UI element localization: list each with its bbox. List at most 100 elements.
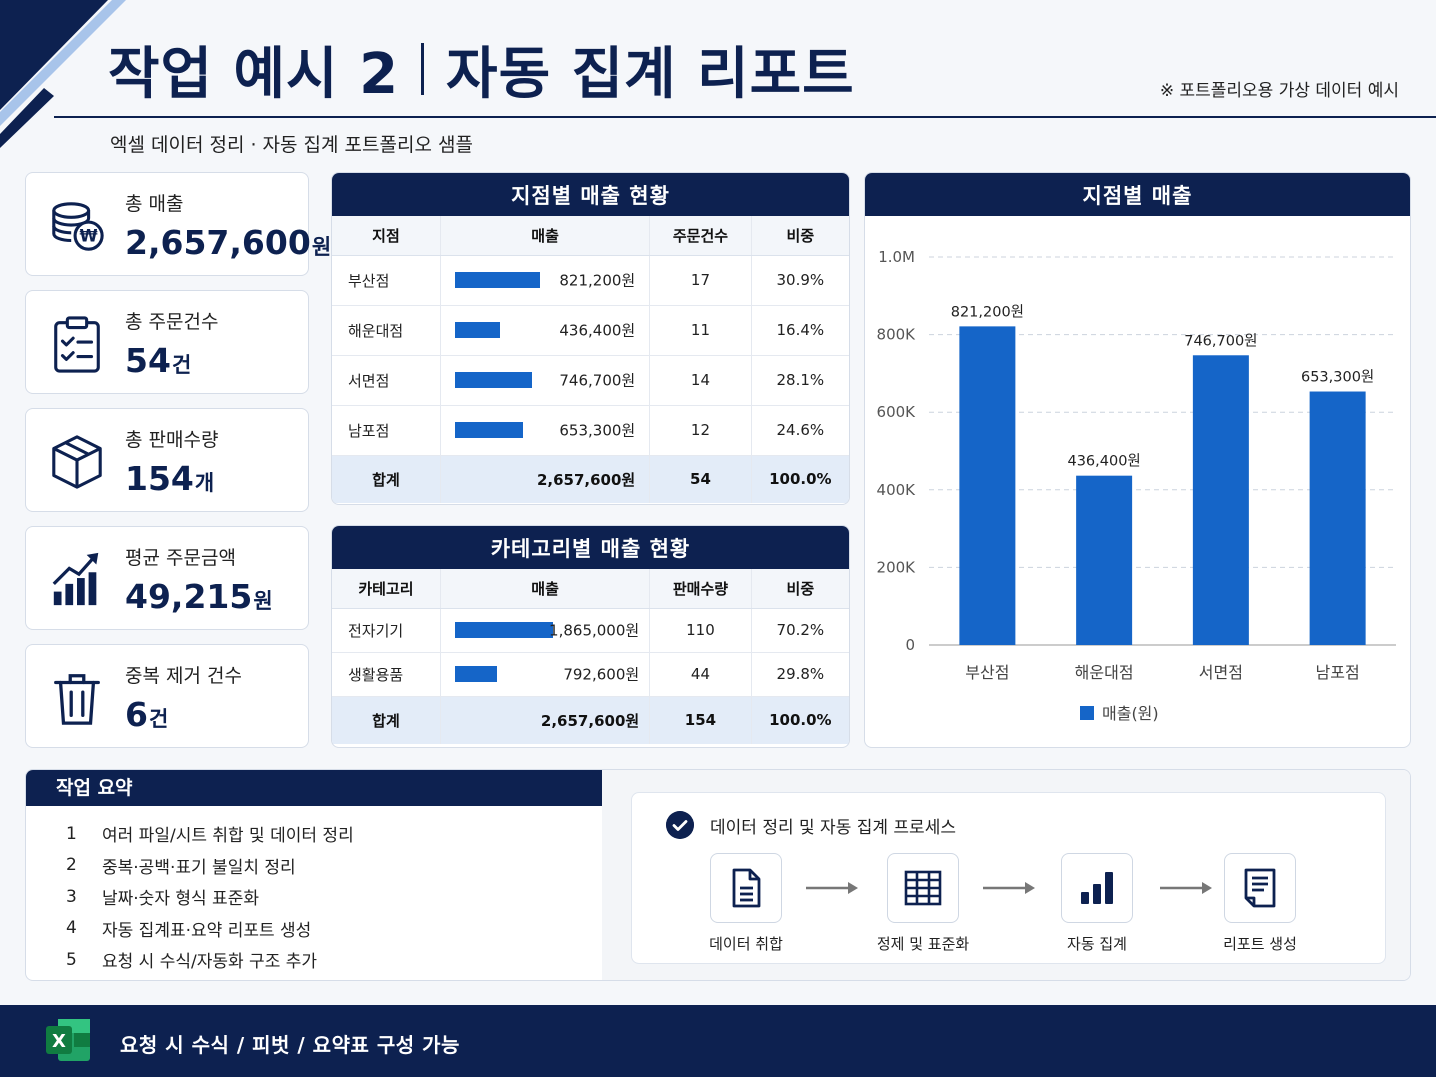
sales-value: 746,700원	[559, 371, 636, 390]
list-item: 5 요청 시 수식/자동화 구조 추가	[56, 944, 354, 976]
step-text: 날짜·숫자 형식 표준화	[102, 889, 259, 910]
data-label: 436,400원	[1067, 453, 1140, 470]
kpi-value: 54건	[125, 341, 192, 380]
sales-cell: 746,700원	[439, 355, 650, 406]
quantity-value: 44	[649, 652, 752, 697]
total-share: 100.0%	[750, 696, 849, 744]
y-tick-label: 200K	[877, 558, 917, 576]
step-number: 4	[66, 918, 77, 939]
column-header: 비중	[750, 569, 849, 609]
sales-cell: 1,865,000원	[439, 608, 650, 653]
list-item: 2 중복·공백·표기 불일치 정리	[56, 850, 354, 882]
table-row: 부산점 821,200원 17 30.9%	[332, 255, 849, 306]
total-row: 합계 2,657,600원 54 100.0%	[332, 455, 849, 503]
branch-sales-panel: 지점별 매출 현황 지점 매출 주문건수 비중 부산점 821,200원 17 …	[331, 172, 850, 505]
process-step-clean	[887, 853, 959, 923]
x-tick-label: 남포점	[1316, 663, 1360, 682]
step-text: 여러 파일/시트 취합 및 데이터 정리	[102, 826, 354, 847]
total-label: 합계	[332, 696, 441, 744]
step-number: 5	[66, 949, 77, 970]
branch-name: 남포점	[332, 405, 441, 456]
page-title-main: 작업 예시 2	[108, 41, 400, 107]
share-value: 29.8%	[750, 652, 849, 697]
sales-cell: 792,600원	[439, 652, 650, 697]
step-text: 중복·공백·표기 불일치 정리	[102, 857, 296, 878]
process-card: 데이터 정리 및 자동 집계 프로세스 데이터 취합 정제 및 표준화	[631, 792, 1386, 964]
table-grid-icon	[904, 870, 942, 906]
sales-value: 792,600원	[563, 665, 640, 684]
order-count: 12	[649, 405, 752, 456]
chart-bar	[1076, 475, 1133, 645]
total-sales: 2,657,600원	[439, 455, 650, 503]
x-tick-label: 해운대점	[1075, 663, 1134, 682]
list-item: 1 여러 파일/시트 취합 및 데이터 정리	[56, 818, 354, 850]
chart-bar	[1309, 391, 1366, 645]
process-step-label: 정제 및 표준화	[876, 935, 970, 953]
share-value: 30.9%	[750, 255, 849, 306]
table-row: 전자기기 1,865,000원 110 70.2%	[332, 608, 849, 653]
total-row: 합계 2,657,600원 154 100.0%	[332, 696, 849, 744]
header-rule	[54, 116, 1436, 118]
data-label: 746,700원	[1184, 332, 1257, 349]
chart-bar	[1192, 355, 1249, 645]
category-sales-panel: 카테고리별 매출 현황 카테고리 매출 판매수량 비중 전자기기 1,865,0…	[331, 525, 850, 748]
total-orders: 54	[649, 455, 752, 503]
column-header: 비중	[750, 216, 849, 256]
table-row: 남포점 653,300원 12 24.6%	[332, 405, 849, 456]
list-item: 3 날짜·숫자 형식 표준화	[56, 881, 354, 913]
data-label: 821,200원	[951, 303, 1024, 320]
column-header: 매출	[439, 216, 650, 256]
order-count: 14	[649, 355, 752, 406]
step-text: 요청 시 수식/자동화 구조 추가	[102, 952, 318, 973]
kpi-card-duplicates-removed: 중복 제거 건수 6건	[25, 644, 309, 748]
trash-icon	[54, 674, 100, 725]
sales-bar	[454, 622, 553, 638]
kpi-unit: 건	[148, 707, 169, 731]
svg-text:₩: ₩	[80, 226, 98, 245]
kpi-unit: 개	[194, 471, 215, 495]
kpi-card-total-quantity: 총 판매수량 154개	[25, 408, 309, 512]
process-step-label: 리포트 생성	[1223, 935, 1297, 953]
share-value: 24.6%	[750, 405, 849, 456]
kpi-label: 중복 제거 건수	[125, 665, 242, 687]
branch-name: 서면점	[332, 355, 441, 406]
kpi-card-total-sales: ₩ 총 매출 2,657,600원	[25, 172, 331, 276]
svg-text:X: X	[52, 1031, 66, 1052]
branch-sales-title: 지점별 매출 현황	[332, 173, 849, 216]
column-header: 매출	[439, 569, 650, 609]
sales-cell: 821,200원	[439, 255, 650, 306]
sales-value: 436,400원	[559, 321, 636, 340]
arrow-right-icon	[806, 882, 858, 894]
total-sales: 2,657,600원	[439, 696, 650, 744]
sales-bar	[454, 422, 523, 438]
summary-title: 작업 요약	[26, 770, 602, 806]
sales-bar	[454, 372, 532, 388]
total-label: 합계	[332, 455, 441, 503]
kpi-value: 6건	[125, 695, 169, 734]
process-step-report	[1224, 853, 1296, 923]
kpi-value: 49,215원	[125, 577, 273, 616]
step-text: 자동 집계표·요약 리포트 생성	[102, 920, 312, 941]
total-share: 100.0%	[750, 455, 849, 503]
x-tick-label: 부산점	[965, 663, 1009, 682]
step-number: 1	[66, 823, 77, 844]
step-number: 3	[66, 886, 77, 907]
arrow-right-icon	[1160, 882, 1212, 894]
chart-title: 지점별 매출	[865, 173, 1410, 216]
table-row: 생활용품 792,600원 44 29.8%	[332, 652, 849, 697]
order-count: 11	[649, 305, 752, 356]
page-title-sub: 자동 집계 리포트	[446, 41, 855, 107]
category-name: 생활용품	[332, 652, 441, 697]
process-step-collect	[710, 853, 782, 923]
excel-icon: X	[46, 1019, 90, 1061]
footer-text: 요청 시 수식 / 피벗 / 요약표 구성 가능	[120, 1033, 460, 1057]
share-value: 28.1%	[750, 355, 849, 406]
kpi-unit: 원	[311, 235, 332, 259]
branch-name: 해운대점	[332, 305, 441, 356]
page-subtitle: 엑셀 데이터 정리 · 자동 집계 포트폴리오 샘플	[110, 134, 473, 156]
column-header: 카테고리	[332, 569, 441, 609]
kpi-value: 2,657,600원	[125, 223, 332, 262]
y-tick-label: 1.0M	[878, 248, 915, 266]
legend-label: 매출(원)	[1102, 704, 1159, 723]
